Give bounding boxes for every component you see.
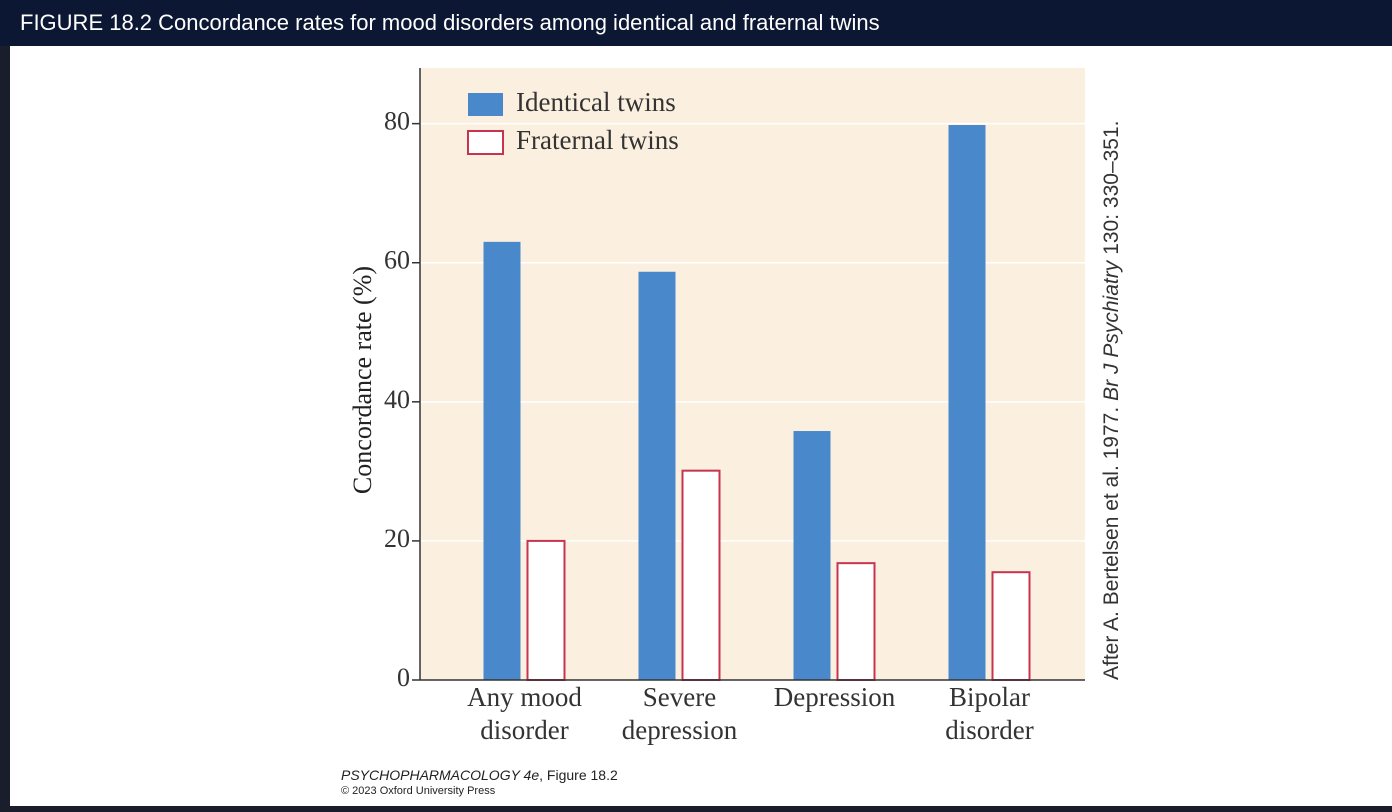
y-tick-label: 60	[384, 246, 410, 275]
legend-swatch	[467, 130, 504, 155]
footer-book: PSYCHOPHARMACOLOGY 4e, Figure 18.2	[341, 767, 618, 783]
source-note: After A. Bertelsen et al. 1977. Br J Psyc…	[1100, 121, 1123, 681]
x-tick-label: disorder	[945, 715, 1033, 745]
bar	[681, 469, 721, 681]
source-journal: Br J Psychiatry	[1100, 259, 1123, 401]
bar	[483, 241, 521, 680]
legend-swatch	[468, 93, 503, 116]
bar	[836, 562, 876, 681]
bar	[991, 571, 1031, 681]
footer-copyright: © 2023 Oxford University Press	[341, 785, 496, 797]
x-tick-label: Severe	[643, 682, 716, 712]
footer-figure: , Figure 18.2	[539, 767, 618, 783]
y-tick-label: 40	[384, 385, 410, 414]
source-part: After A. Bertelsen et al. 1977.	[1100, 407, 1123, 680]
bar	[638, 271, 676, 680]
x-tick-label: disorder	[480, 715, 568, 745]
y-tick-label: 0	[397, 663, 410, 692]
x-tick-label: Depression	[774, 682, 896, 712]
source-part: 130: 330–351.	[1100, 121, 1123, 255]
bar	[793, 431, 831, 680]
bar	[526, 539, 566, 682]
y-axis-label: Concordance rate (%)	[348, 266, 377, 494]
legend-label: Fraternal twins	[516, 125, 679, 155]
x-tick-label: depression	[622, 715, 738, 745]
bar	[948, 125, 986, 680]
y-tick-label: 20	[384, 524, 410, 553]
header-title: FIGURE 18.2 Concordance rates for mood d…	[0, 0, 1392, 46]
x-tick-label: Any mood	[467, 682, 582, 712]
x-tick-label: Bipolar	[949, 682, 1030, 712]
legend-label: Identical twins	[516, 87, 676, 117]
y-tick-label: 80	[384, 107, 410, 136]
footer-book-title: PSYCHOPHARMACOLOGY 4e	[341, 767, 539, 783]
